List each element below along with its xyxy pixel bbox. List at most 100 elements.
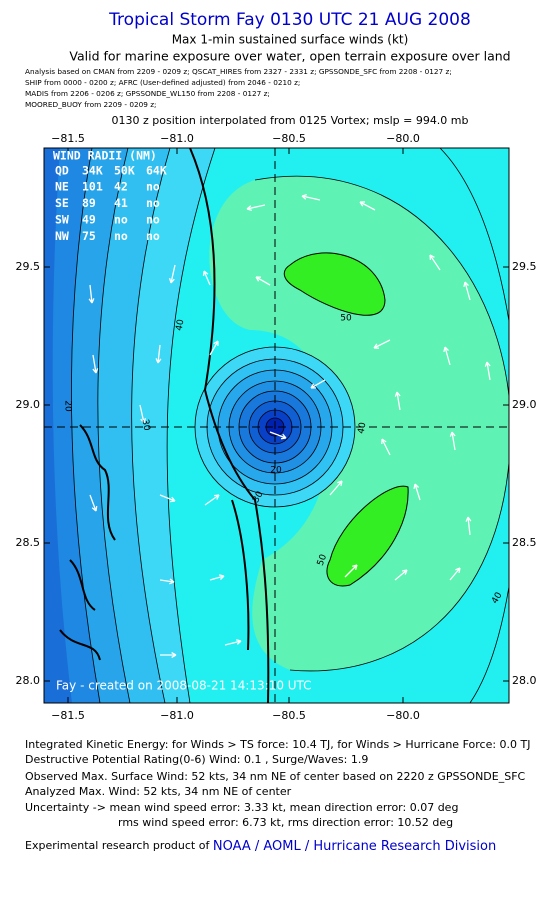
contour-label: 50: [316, 553, 329, 567]
wind-arrow: [209, 340, 219, 356]
product: Experimental research product of NOAA / …: [25, 839, 496, 854]
credit: Fay - created on 2008-08-21 14:13:10 UTC: [56, 679, 312, 693]
wind-arrow: [88, 284, 95, 304]
wind-radii-header: 64K: [146, 164, 167, 178]
wind-arrow: [413, 483, 421, 501]
lat-tick-label: 29.5: [16, 260, 41, 273]
wind-arrow: [202, 270, 211, 286]
wind-arrow: [255, 276, 271, 286]
lon-tick-label: −80.5: [272, 709, 306, 722]
wind-radii-cell: NE: [55, 180, 69, 194]
wind-radii-cell: no: [146, 213, 160, 227]
contour-label: 30: [140, 419, 152, 432]
wind-radii-cell: 75: [82, 229, 96, 243]
lat-tick-label: 28.0: [512, 674, 537, 687]
lon-tick-label: −80.0: [386, 709, 420, 722]
wind-radii-header: 34K: [82, 164, 103, 178]
wind-radii-cell: SE: [55, 196, 69, 210]
product-link[interactable]: NOAA / AOML / Hurricane Research Divisio…: [213, 839, 496, 854]
wind-radii-cell: 49: [82, 213, 96, 227]
wind-arrow: [246, 204, 266, 212]
wind-arrow: [160, 652, 177, 658]
wind-radii-cell: 89: [82, 196, 96, 210]
wind-radii-cell: NW: [55, 229, 69, 243]
wind-radii-header: QD: [55, 164, 69, 178]
wind-arrow: [449, 431, 456, 451]
wind-arrow: [159, 578, 175, 585]
wind-arrow: [329, 480, 343, 496]
lon-tick-label: −81.5: [51, 709, 85, 722]
wind-radii-cell: 42: [114, 180, 128, 194]
lon-tick-label: −80.0: [386, 132, 420, 145]
lon-tick-label: −81.0: [160, 132, 194, 145]
wind-arrow: [344, 564, 358, 578]
title: Tropical Storm Fay 0130 UTC 21 AUG 2008: [108, 10, 471, 30]
wind-arrow: [484, 361, 491, 381]
wind-radii-title: WIND RADII (NM): [53, 149, 157, 163]
wind-arrow: [429, 254, 441, 271]
wind-arrow: [168, 264, 176, 284]
wind-arrow: [89, 494, 98, 512]
contour-label: 40: [357, 421, 369, 434]
contour-label: 40: [175, 318, 187, 331]
wind-arrow: [359, 201, 376, 211]
wind-arrow: [159, 494, 176, 503]
wind-arrow: [465, 516, 472, 536]
lat-tick-label: 29.0: [512, 398, 537, 411]
wind-field: [44, 148, 509, 703]
wind-radii-cell: no: [146, 180, 160, 194]
analysis-line: Analysis based on CMAN from 2209 - 0209 …: [25, 67, 452, 76]
validity: Valid for marine exposure over water, op…: [69, 49, 510, 64]
dpr: Destructive Potential Rating(0-6) Wind: …: [25, 753, 368, 766]
analysis-line: MADIS from 2206 - 0206 z; GPSSONDE_WL150…: [25, 89, 270, 98]
lat-tick-label: 28.5: [16, 536, 41, 549]
observed: Observed Max. Surface Wind: 52 kts, 34 n…: [25, 770, 526, 783]
lat-tick-label: 28.0: [16, 674, 41, 687]
map-frame: [43, 147, 510, 704]
wind-arrow: [139, 404, 147, 424]
product-prefix: Experimental research product of: [25, 839, 210, 852]
wind-arrow: [463, 281, 471, 301]
position-note: 0130 z position interpolated from 0125 V…: [111, 114, 468, 127]
wind-radii-cell: 101: [82, 180, 103, 194]
subtitle: Max 1-min sustained surface winds (kt): [172, 33, 409, 47]
wind-radii-cell: no: [146, 196, 160, 210]
wind-radii-cell: no: [114, 229, 128, 243]
wind-arrow: [301, 193, 321, 201]
wind-arrow: [224, 639, 242, 646]
uncertainty: Uncertainty -> mean wind speed error: 3.…: [25, 801, 458, 814]
lon-tick-label: −81.0: [160, 709, 194, 722]
lon-tick-label: −80.5: [272, 132, 306, 145]
wind-arrow: [394, 569, 408, 581]
wind-radii-cell: no: [114, 213, 128, 227]
wind-radii-cell: SW: [55, 213, 69, 227]
lon-tick-label: −81.5: [51, 132, 85, 145]
analysis-line: MOORED_BUOY from 2209 - 0209 z;: [25, 100, 157, 109]
wind-arrow: [269, 431, 287, 440]
lat-tick-label: 28.5: [512, 536, 537, 549]
wind-arrow: [443, 346, 451, 366]
wind-radii-header: 50K: [114, 164, 135, 178]
wind-arrow: [373, 339, 391, 349]
contour-label: 50: [340, 314, 352, 324]
contour-label: 20: [63, 400, 73, 412]
lat-tick-label: 29.0: [16, 398, 41, 411]
wind-arrow: [209, 574, 225, 581]
wind-arrow: [381, 438, 391, 456]
wind-arrow: [394, 391, 401, 411]
uncertainty: rms wind speed error: 6.73 kt, rms direc…: [118, 816, 453, 829]
wind-arrow: [204, 494, 220, 506]
lat-tick-label: 29.5: [512, 260, 537, 273]
analysis-line: SHIP from 0000 - 0200 z; AFRC (User-defi…: [25, 78, 300, 87]
wind-arrow: [92, 354, 99, 374]
ike: Integrated Kinetic Energy: for Winds > T…: [25, 738, 531, 751]
analyzed: Analyzed Max. Wind: 52 kts, 34 nm NE of …: [25, 785, 292, 798]
wind-radii-cell: 41: [114, 196, 128, 210]
wind-arrow: [155, 344, 162, 364]
wind-radii-cell: no: [146, 229, 160, 243]
wind-arrow: [310, 379, 326, 389]
wind-arrow: [449, 567, 461, 581]
contour-label: 20: [270, 466, 282, 476]
